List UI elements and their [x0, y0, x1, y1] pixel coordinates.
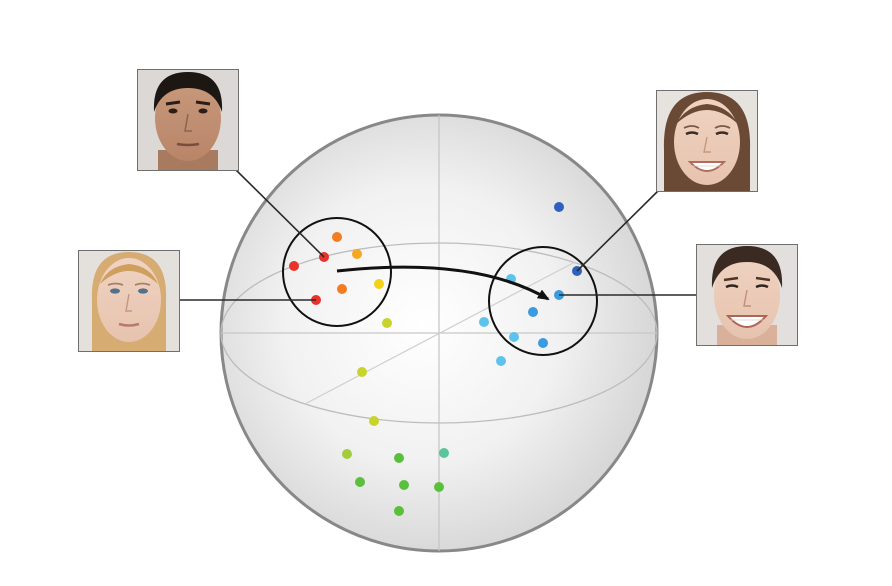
data-point — [357, 367, 367, 377]
connector-line — [235, 169, 325, 258]
neutral-cluster-circle — [282, 217, 392, 327]
transition-arrow — [336, 265, 550, 301]
face-photo-smiling-female — [656, 90, 758, 192]
sphere-depth-axis — [304, 261, 576, 405]
face-connectors — [179, 169, 697, 301]
data-point — [289, 261, 299, 271]
face-photo-smiling-male — [696, 244, 798, 346]
data-point — [332, 232, 342, 242]
data-point — [538, 338, 548, 348]
data-point — [528, 307, 538, 317]
data-point — [554, 202, 564, 212]
data-point — [355, 477, 365, 487]
data-point — [352, 249, 362, 259]
data-point — [496, 356, 506, 366]
data-point — [369, 416, 379, 426]
connector-line — [576, 189, 660, 272]
data-point — [374, 279, 384, 289]
face-photo-neutral-female — [78, 250, 180, 352]
data-point — [394, 453, 404, 463]
data-points — [289, 202, 582, 516]
data-point — [439, 448, 449, 458]
smiling-cluster-circle — [488, 246, 598, 356]
data-point — [479, 317, 489, 327]
data-point — [509, 332, 519, 342]
data-point — [382, 318, 392, 328]
data-point — [399, 480, 409, 490]
data-point — [342, 449, 352, 459]
data-point — [337, 284, 347, 294]
data-point — [434, 482, 444, 492]
face-photo-neutral-male — [137, 69, 239, 171]
sphere — [219, 113, 659, 553]
data-point — [394, 506, 404, 516]
